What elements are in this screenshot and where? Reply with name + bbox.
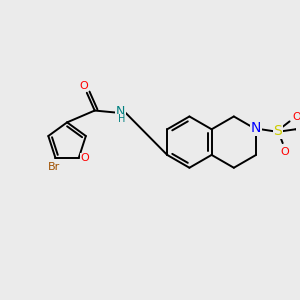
Text: O: O <box>280 147 289 157</box>
Text: N: N <box>116 105 125 118</box>
Text: H: H <box>118 114 125 124</box>
Text: S: S <box>273 124 282 138</box>
Text: Br: Br <box>47 162 60 172</box>
Text: N: N <box>251 121 261 135</box>
Text: O: O <box>80 81 88 91</box>
Text: O: O <box>80 153 89 163</box>
Text: O: O <box>292 112 300 122</box>
